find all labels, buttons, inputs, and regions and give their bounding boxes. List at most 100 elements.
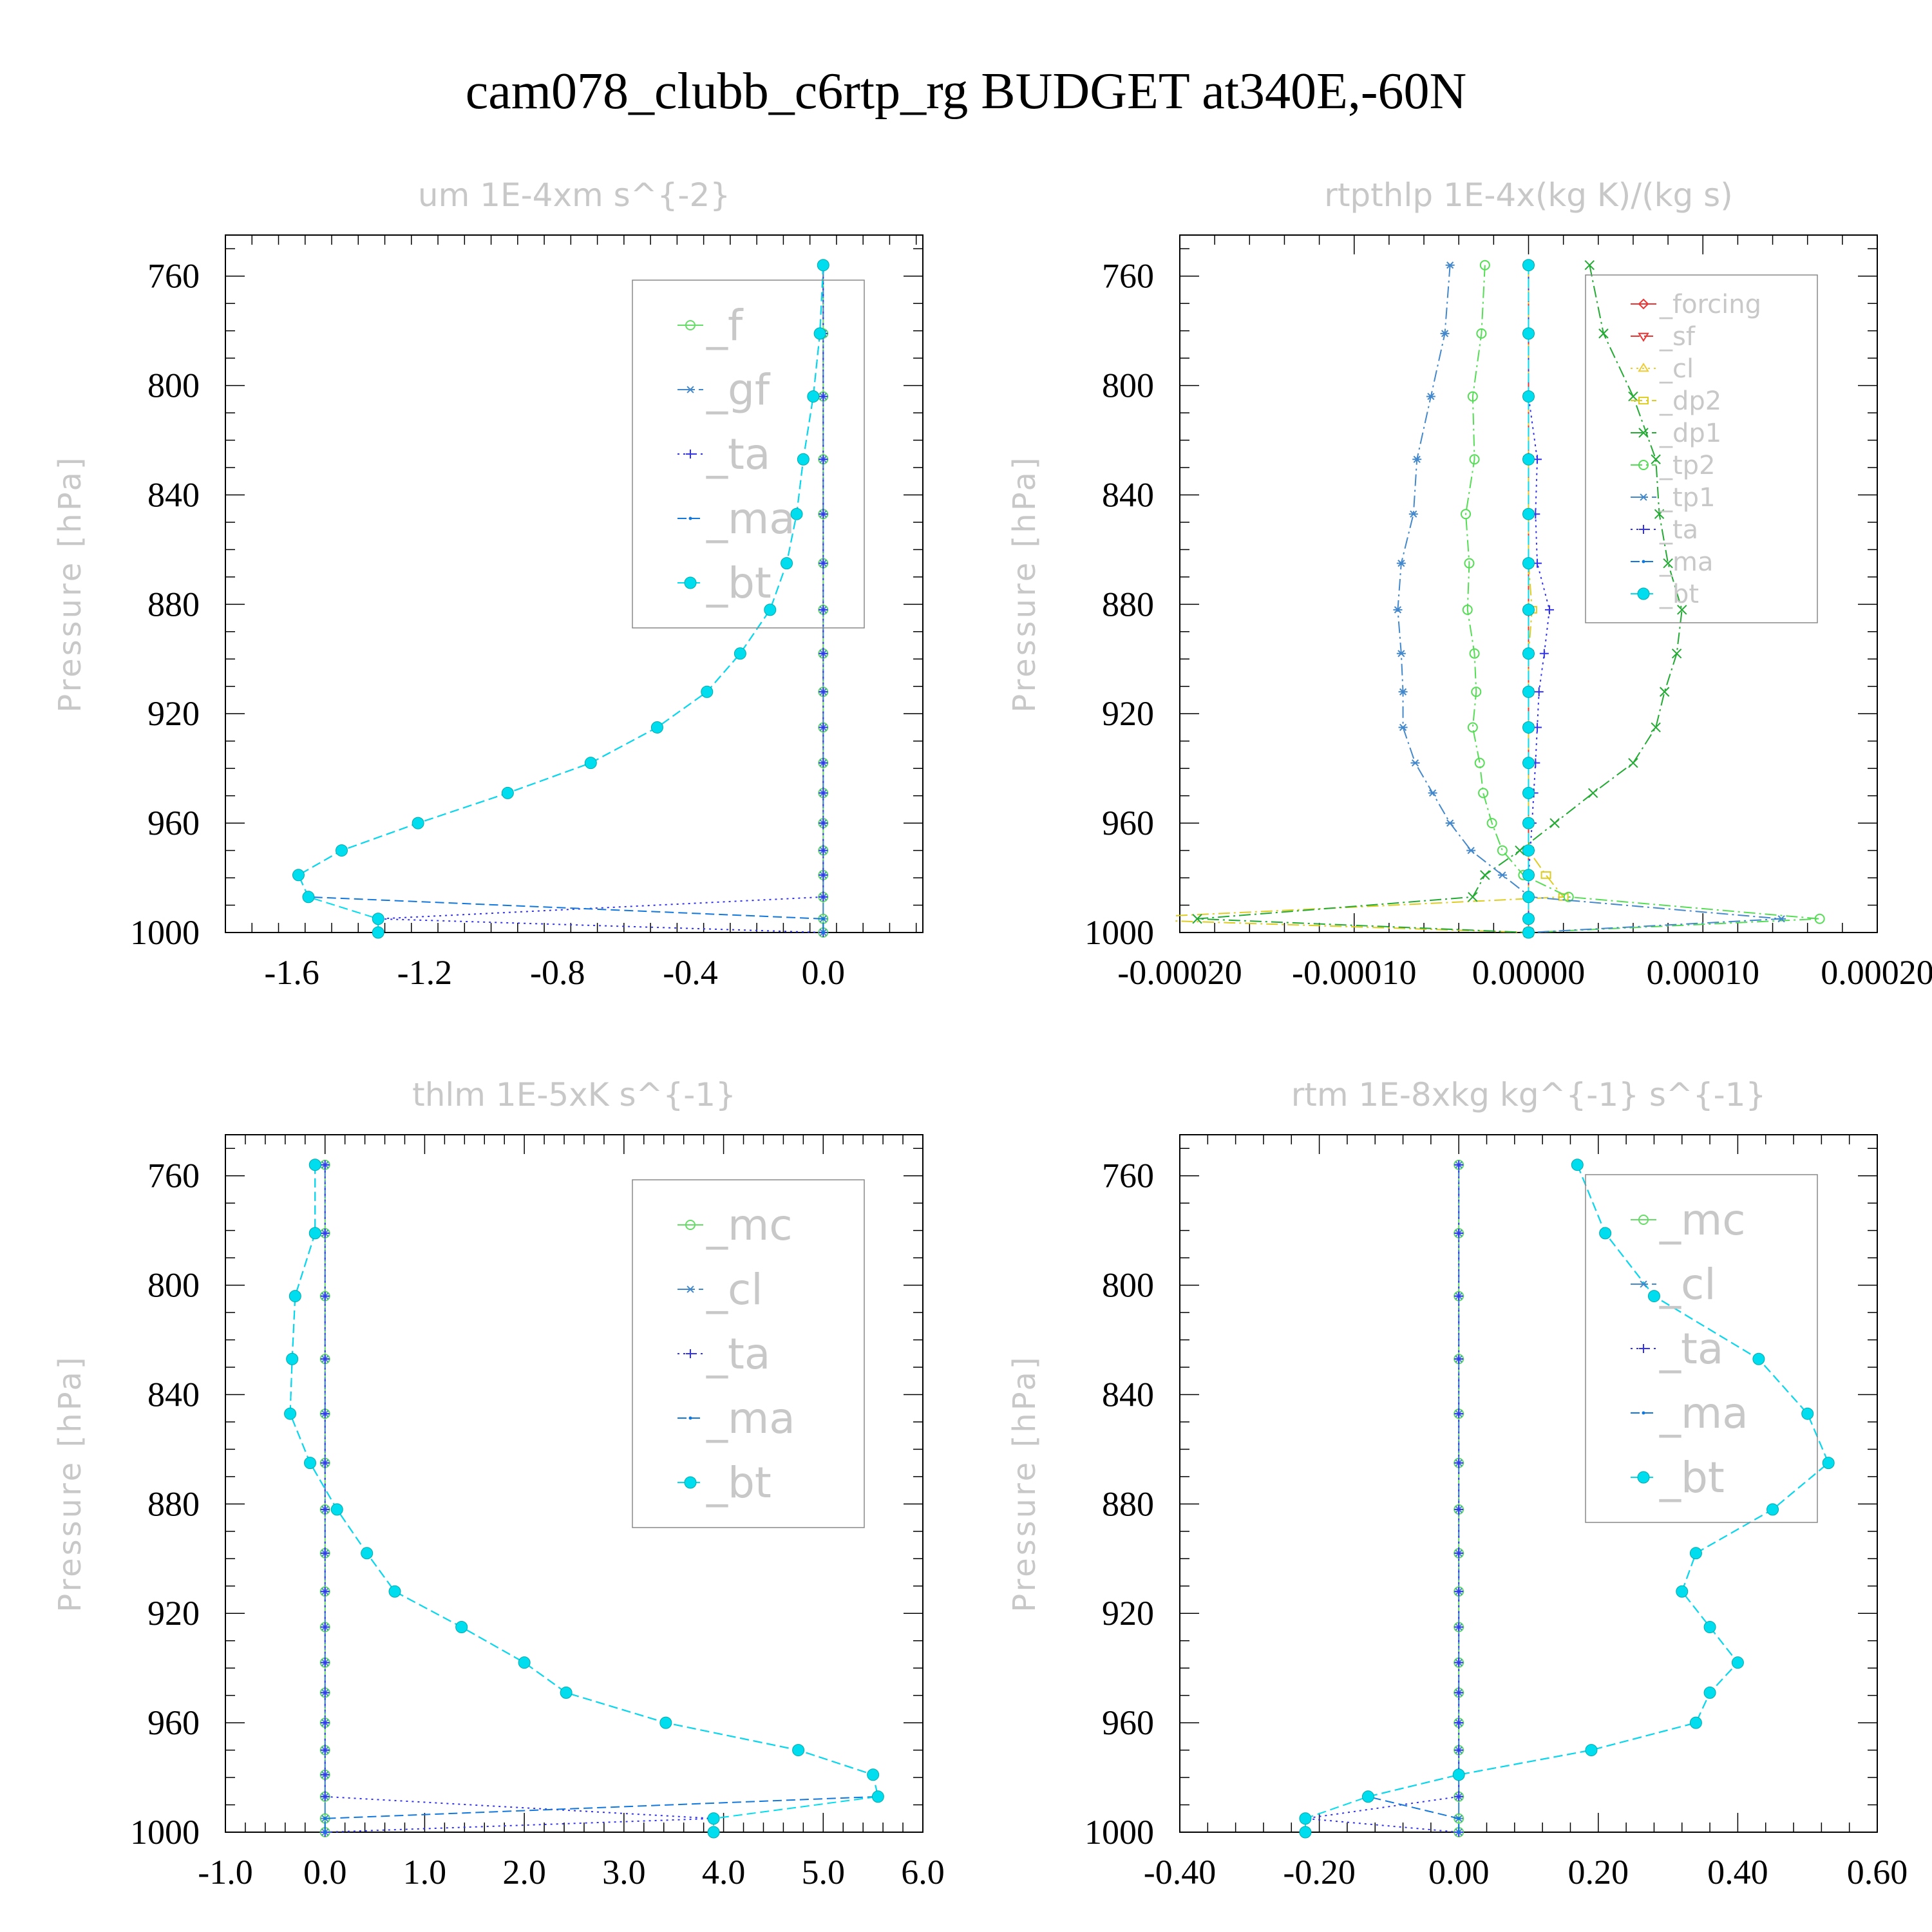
- data-point: [1522, 685, 1535, 698]
- legend-label: _tp2: [1659, 451, 1716, 480]
- figure-title: cam078_clubb_c6rtp_rg BUDGET at340E,-60N: [466, 63, 1467, 120]
- y-axis-label: Pressure [hPa]: [52, 1354, 88, 1612]
- legend-box: [632, 279, 865, 629]
- series-line: [1397, 265, 1782, 933]
- data-point: [819, 788, 828, 798]
- data-point: [1454, 1291, 1464, 1301]
- data-point: [1398, 723, 1408, 732]
- data-point: [821, 917, 825, 921]
- data-point: [1445, 261, 1455, 269]
- data-point: [1540, 871, 1551, 879]
- data-point: [871, 1790, 884, 1803]
- data-point: [1522, 817, 1535, 829]
- data-point: [1647, 1290, 1660, 1303]
- data-point: [819, 392, 828, 401]
- y-tick-label: 800: [1102, 1266, 1154, 1305]
- data-point: [1480, 870, 1490, 880]
- data-point: [819, 819, 828, 828]
- data-point: [1522, 913, 1535, 925]
- legend-label: _ma: [706, 494, 795, 544]
- data-point: [1676, 1585, 1689, 1598]
- data-point: [1522, 390, 1535, 403]
- legend-label: _ma: [1659, 1388, 1748, 1438]
- series-dp1: [1192, 260, 1687, 938]
- data-point: [1598, 328, 1609, 339]
- data-point: [701, 685, 714, 698]
- data-point: [1599, 1227, 1612, 1240]
- data-point: [734, 647, 746, 660]
- x-tick-label: -0.8: [530, 953, 585, 992]
- data-point: [1408, 510, 1418, 518]
- x-tick-label: 1.0: [403, 1853, 447, 1891]
- y-tick-label: 760: [147, 1157, 200, 1195]
- legend-marker: [1638, 460, 1649, 470]
- data-point: [284, 1407, 297, 1420]
- y-tick-label: 760: [1102, 1157, 1154, 1195]
- plot-frame: [225, 1134, 923, 1833]
- data-point: [1454, 1745, 1464, 1755]
- data-point: [320, 1587, 330, 1596]
- data-point: [1651, 454, 1661, 464]
- legend-label: _bt: [706, 558, 772, 608]
- y-tick-label: 960: [1102, 804, 1154, 842]
- legend-marker: [1639, 493, 1648, 501]
- data-point: [320, 1792, 330, 1801]
- data-point: [781, 557, 793, 570]
- data-point: [1571, 1159, 1584, 1171]
- legend-label: _cl: [706, 1265, 763, 1314]
- data-point: [330, 1503, 343, 1516]
- panel-thlm: thlm 1E-5xK s^{-1} Pressure [hPa] 760 800 84…: [52, 1076, 945, 1891]
- panel-rtpthlp: rtpthlp 1E-4x(kg K)/(kg s) Pressure [hPa]…: [1007, 176, 1932, 992]
- data-point: [1454, 1587, 1464, 1596]
- data-point: [813, 327, 826, 340]
- plot-frame: [1179, 1134, 1878, 1833]
- data-point: [1522, 507, 1535, 520]
- data-point: [1544, 605, 1554, 614]
- y-tick-label: 840: [147, 1375, 200, 1414]
- series-line: [1304, 1164, 1830, 1832]
- y-tick-label: 960: [147, 1703, 200, 1742]
- data-point: [1522, 647, 1535, 660]
- data-point: [320, 1770, 330, 1779]
- y-tick-label: 1000: [1084, 913, 1154, 952]
- data-point: [1361, 1790, 1374, 1803]
- panel-title: rtm 1E-8xkg kg^{-1} s^{-1}: [1291, 1076, 1766, 1113]
- y-tick-label: 920: [1102, 694, 1154, 733]
- y-tick-label: 920: [1102, 1594, 1154, 1633]
- data-point: [1454, 1718, 1464, 1728]
- data-point: [320, 1688, 330, 1698]
- legend-label: _mc: [706, 1200, 793, 1250]
- legend-marker: [1637, 1471, 1650, 1484]
- legend-box: [1585, 1174, 1818, 1523]
- data-point: [1469, 454, 1480, 465]
- data-point: [1522, 786, 1535, 799]
- legend-marker: [688, 516, 692, 520]
- data-point: [289, 1290, 301, 1303]
- data-point: [1628, 757, 1638, 768]
- legend-label: _forcing: [1659, 290, 1761, 319]
- data-point: [819, 509, 828, 519]
- data-point: [1426, 392, 1435, 401]
- legend-label: _tp1: [1659, 483, 1716, 513]
- data-point: [308, 1227, 321, 1240]
- data-point: [501, 786, 514, 799]
- legend-label: _dp1: [1659, 419, 1721, 448]
- data-point: [1522, 844, 1535, 857]
- data-point: [819, 455, 828, 464]
- legend: _forcing _sf_cl_dp2 _dp1 _tp2 _tp1_ta_ma _bt: [1585, 274, 1818, 623]
- data-point: [819, 558, 828, 568]
- panel-title: thlm 1E-5xK s^{-1}: [412, 1076, 736, 1113]
- legend-marker: [686, 386, 695, 393]
- data-point: [1671, 649, 1682, 659]
- data-point: [304, 1457, 317, 1470]
- data-point: [302, 891, 315, 904]
- data-point: [1522, 891, 1535, 904]
- data-point: [1663, 558, 1673, 569]
- data-point: [412, 817, 424, 829]
- x-tick-label: 0.0: [802, 953, 846, 992]
- legend-label: _cl: [1659, 354, 1694, 384]
- x-tick-label: -0.4: [663, 953, 717, 992]
- legend-marker: [685, 320, 696, 330]
- data-point: [1522, 869, 1535, 882]
- data-point: [320, 1160, 330, 1170]
